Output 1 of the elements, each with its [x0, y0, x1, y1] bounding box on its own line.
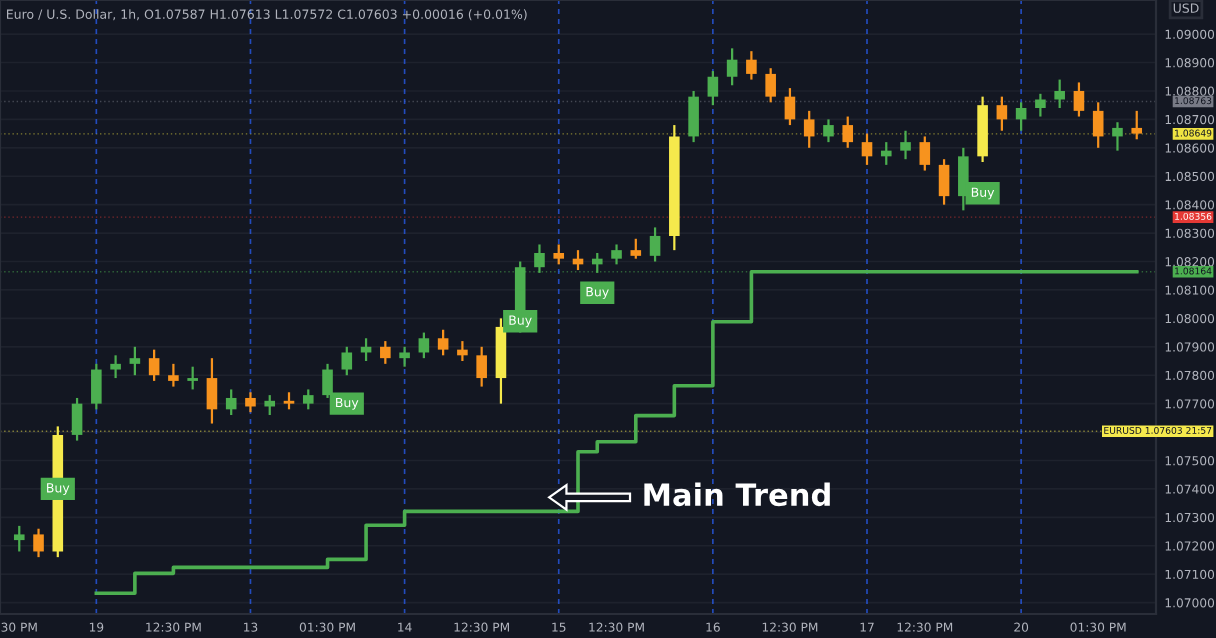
annotation: Main Trend — [644, 482, 830, 507]
